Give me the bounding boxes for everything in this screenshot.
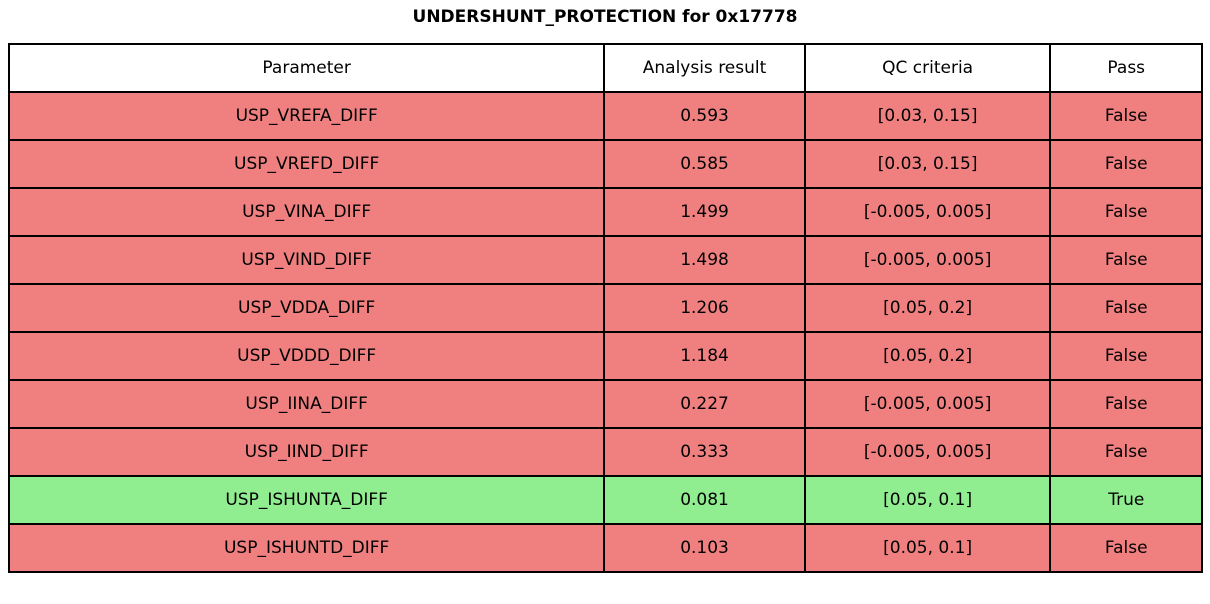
analysis-result-cell: 0.081	[603, 475, 806, 525]
analysis-result-cell: 1.206	[603, 283, 806, 333]
pass-cell: True	[1049, 475, 1203, 525]
analysis-result-cell: 1.499	[603, 187, 806, 237]
pass-cell: False	[1049, 331, 1203, 381]
pass-cell: False	[1049, 139, 1203, 189]
pass-cell: False	[1049, 427, 1203, 477]
qc-table: Parameter Analysis result QC criteria Pa…	[7, 43, 1203, 573]
analysis-result-cell: 0.227	[603, 379, 806, 429]
header-analysis-result: Analysis result	[603, 43, 806, 93]
qc-criteria-cell: [0.05, 0.1]	[803, 475, 1052, 525]
parameter-cell: USP_VINA_DIFF	[7, 187, 606, 237]
qc-criteria-cell: [0.05, 0.1]	[803, 523, 1052, 573]
header-pass: Pass	[1049, 43, 1203, 93]
pass-cell: False	[1049, 379, 1203, 429]
qc-criteria-cell: [0.03, 0.15]	[803, 139, 1052, 189]
qc-criteria-cell: [0.05, 0.2]	[803, 331, 1052, 381]
pass-cell: False	[1049, 523, 1203, 573]
parameter-cell: USP_VDDD_DIFF	[7, 331, 606, 381]
table-row: USP_VDDD_DIFF 1.184 [0.05, 0.2] False	[7, 331, 1203, 381]
qc-criteria-cell: [-0.005, 0.005]	[803, 427, 1052, 477]
pass-cell: False	[1049, 91, 1203, 141]
parameter-cell: USP_VREFD_DIFF	[7, 139, 606, 189]
analysis-result-cell: 0.585	[603, 139, 806, 189]
table-row: USP_VIND_DIFF 1.498 [-0.005, 0.005] Fals…	[7, 235, 1203, 285]
analysis-result-cell: 0.333	[603, 427, 806, 477]
qc-criteria-cell: [-0.005, 0.005]	[803, 235, 1052, 285]
qc-criteria-cell: [0.03, 0.15]	[803, 91, 1052, 141]
parameter-cell: USP_IIND_DIFF	[7, 427, 606, 477]
parameter-cell: USP_VIND_DIFF	[7, 235, 606, 285]
header-qc-criteria: QC criteria	[803, 43, 1052, 93]
table-row: USP_VREFD_DIFF 0.585 [0.03, 0.15] False	[7, 139, 1203, 189]
parameter-cell: USP_ISHUNTD_DIFF	[7, 523, 606, 573]
table-row: USP_VDDA_DIFF 1.206 [0.05, 0.2] False	[7, 283, 1203, 333]
parameter-cell: USP_VREFA_DIFF	[7, 91, 606, 141]
table-row: USP_ISHUNTD_DIFF 0.103 [0.05, 0.1] False	[7, 523, 1203, 573]
analysis-result-cell: 0.593	[603, 91, 806, 141]
table-row: USP_VINA_DIFF 1.499 [-0.005, 0.005] Fals…	[7, 187, 1203, 237]
qc-criteria-cell: [0.05, 0.2]	[803, 283, 1052, 333]
header-parameter: Parameter	[7, 43, 606, 93]
parameter-cell: USP_ISHUNTA_DIFF	[7, 475, 606, 525]
table-row: USP_IIND_DIFF 0.333 [-0.005, 0.005] Fals…	[7, 427, 1203, 477]
pass-cell: False	[1049, 187, 1203, 237]
table-row: USP_IINA_DIFF 0.227 [-0.005, 0.005] Fals…	[7, 379, 1203, 429]
table-row: USP_VREFA_DIFF 0.593 [0.03, 0.15] False	[7, 91, 1203, 141]
parameter-cell: USP_IINA_DIFF	[7, 379, 606, 429]
page-title: UNDERSHUNT_PROTECTION for 0x17778	[412, 7, 798, 27]
pass-cell: False	[1049, 283, 1203, 333]
qc-criteria-cell: [-0.005, 0.005]	[803, 379, 1052, 429]
analysis-result-cell: 1.184	[603, 331, 806, 381]
pass-cell: False	[1049, 235, 1203, 285]
parameter-cell: USP_VDDA_DIFF	[7, 283, 606, 333]
header-row: Parameter Analysis result QC criteria Pa…	[7, 43, 1203, 93]
analysis-result-cell: 0.103	[603, 523, 806, 573]
analysis-result-cell: 1.498	[603, 235, 806, 285]
table-row: USP_ISHUNTA_DIFF 0.081 [0.05, 0.1] True	[7, 475, 1203, 525]
qc-criteria-cell: [-0.005, 0.005]	[803, 187, 1052, 237]
